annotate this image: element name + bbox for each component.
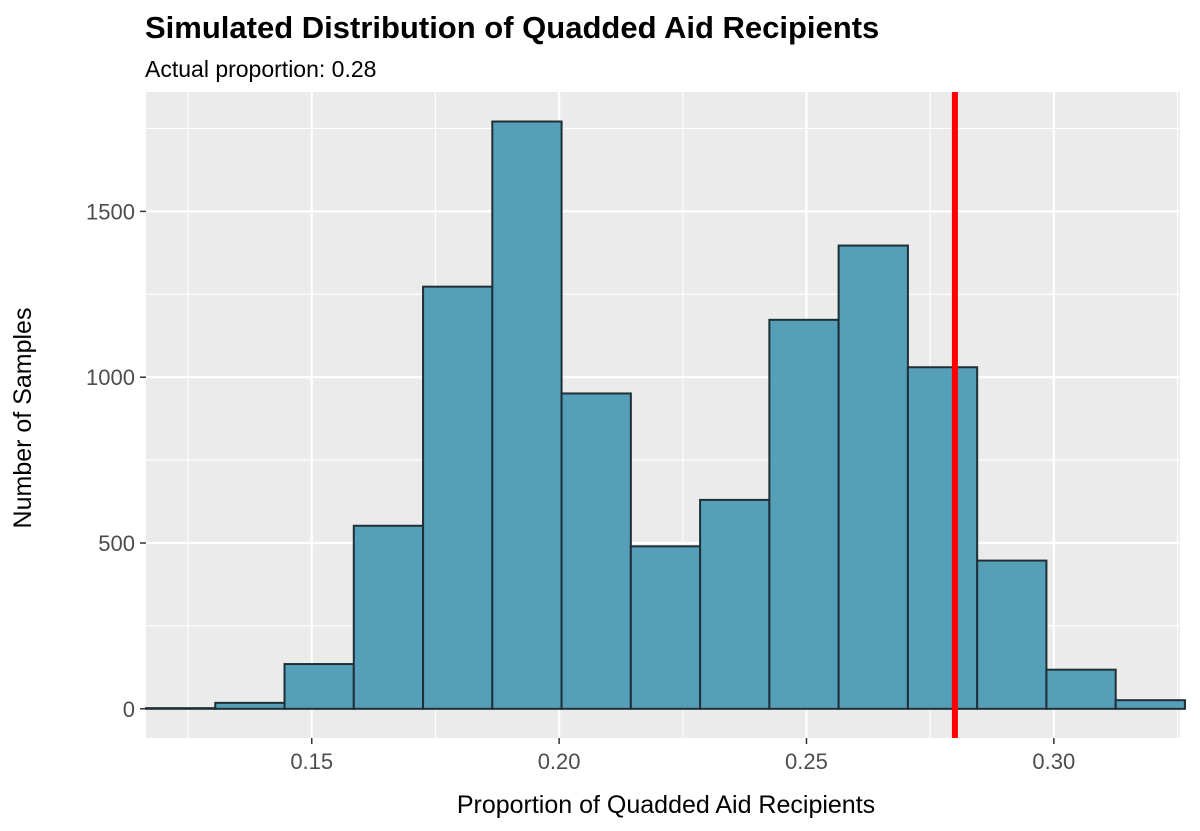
y-axis-title: Number of Samples (9, 308, 37, 529)
y-tick-label: 1000 (86, 365, 135, 390)
histogram-bar (352, 524, 425, 710)
y-tick-label: 1500 (86, 199, 135, 224)
x-tick-label: 0.15 (290, 749, 333, 774)
x-tick-label: 0.20 (538, 749, 581, 774)
histogram-bars (145, 120, 1186, 710)
chart-title: Simulated Distribution of Quadded Aid Re… (145, 10, 879, 45)
y-tick-label: 0 (123, 697, 135, 722)
histogram-bar (837, 244, 909, 710)
histogram-bar (560, 392, 632, 710)
y-axis-ticks: 0 500 1000 1500 (86, 199, 146, 722)
histogram-bar (1045, 668, 1117, 710)
x-axis-title: Proportion of Quadded Aid Recipients (457, 791, 875, 819)
histogram-bar (976, 559, 1048, 710)
histogram-bar (422, 285, 494, 710)
histogram-bar (283, 663, 355, 710)
histogram-bar (629, 545, 702, 710)
histogram-bar (768, 318, 840, 710)
x-axis-ticks: 0.15 0.20 0.25 0.30 (290, 738, 1075, 774)
histogram-bar (491, 120, 563, 710)
histogram-bar (214, 701, 286, 710)
histogram-bar (906, 366, 979, 710)
chart-subtitle: Actual proportion: 0.28 (145, 56, 376, 82)
histogram-bar (145, 707, 217, 710)
histogram-bar (1114, 699, 1186, 710)
x-tick-label: 0.25 (785, 749, 828, 774)
y-tick-label: 500 (98, 531, 135, 556)
histogram-bar (699, 498, 771, 710)
x-tick-label: 0.30 (1032, 749, 1075, 774)
